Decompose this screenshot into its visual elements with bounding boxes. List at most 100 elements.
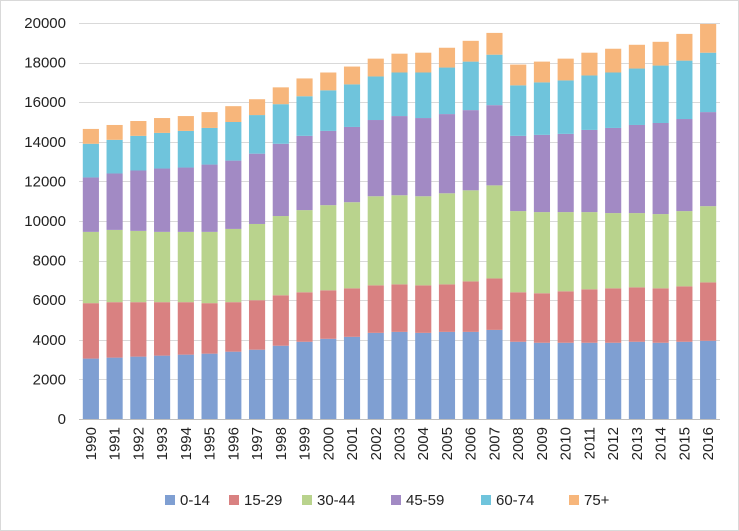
bar-segment-15-29-2009 (533, 293, 551, 343)
bar-segment-30-44-2015 (676, 211, 693, 287)
y-tick-label: 14000 (24, 134, 66, 151)
bar-segment-30-44-2012 (605, 213, 622, 289)
bar-segment-75+-2002 (367, 58, 384, 77)
bar-segment-75+-1990 (82, 128, 99, 144)
bar-segment-45-59-2004 (415, 118, 432, 197)
x-tick-label: 1990 (83, 427, 100, 460)
bar-segment-15-29-2002 (367, 285, 384, 333)
x-tick-label: 1992 (130, 427, 147, 460)
bar-segment-0-14-2013 (628, 341, 645, 419)
legend-item-45-59: 45-59 (391, 492, 444, 509)
y-tick-label: 16000 (24, 94, 66, 111)
bar-segment-60-74-2013 (628, 68, 645, 125)
bar-segment-45-59-1991 (106, 173, 123, 230)
bar-segment-45-59-2016 (700, 112, 717, 207)
bar-stack-2009 (533, 61, 551, 419)
bar-segment-15-29-1995 (201, 303, 218, 354)
bar-segment-75+-2010 (557, 58, 574, 81)
bar-segment-45-59-2012 (605, 127, 622, 214)
y-tick-label: 10000 (24, 213, 66, 230)
bar-segment-0-14-2009 (533, 342, 551, 419)
bar-segment-60-74-2005 (438, 67, 456, 115)
bar-segment-45-59-1999 (296, 135, 313, 211)
bar-segment-45-59-1996 (225, 160, 242, 229)
y-tick-label: 18000 (24, 55, 66, 72)
bar-stack-2000 (320, 72, 337, 419)
bar-segment-60-74-2000 (320, 90, 337, 131)
legend-swatch (391, 495, 401, 505)
bar-segment-60-74-2003 (391, 72, 408, 117)
bar-segment-15-29-2013 (628, 287, 645, 342)
bar-segment-0-14-2003 (391, 331, 408, 419)
y-tick-label: 8000 (33, 253, 66, 270)
legend-label: 45-59 (406, 492, 444, 509)
bar-segment-15-29-2016 (700, 282, 717, 341)
bar-segment-45-59-2003 (391, 116, 408, 196)
x-tick-label: 1991 (107, 427, 124, 460)
bar-segment-0-14-1996 (225, 351, 242, 419)
bar-segment-15-29-2014 (652, 288, 669, 343)
x-tick-label: 2009 (534, 427, 551, 460)
bar-segment-0-14-1997 (248, 349, 266, 419)
bar-stack-1990 (82, 128, 99, 419)
bar-segment-60-74-2016 (700, 52, 717, 113)
bar-segment-0-14-2016 (700, 340, 717, 419)
x-tick-label: 2001 (344, 427, 361, 460)
bar-stack-1991 (106, 124, 123, 419)
y-tick-label: 6000 (33, 292, 66, 309)
x-tick-label: 2003 (392, 427, 409, 460)
bar-segment-0-14-2007 (486, 329, 503, 419)
legend-item-15-29: 15-29 (229, 492, 282, 509)
bar-segment-15-29-2001 (343, 288, 361, 337)
bar-segment-0-14-2001 (343, 336, 361, 419)
bar-segment-60-74-1993 (154, 132, 171, 169)
bar-segment-0-14-2011 (581, 342, 598, 419)
legend-swatch (229, 495, 239, 505)
bar-stack-2001 (343, 66, 361, 419)
x-tick-label: 2016 (700, 427, 717, 460)
bar-segment-60-74-1992 (130, 135, 147, 171)
x-tick-label: 2005 (439, 427, 456, 460)
bar-segment-30-44-1994 (177, 231, 194, 303)
bar-segment-30-44-2006 (462, 190, 479, 282)
bar-segment-60-74-2015 (676, 60, 693, 120)
bar-stack-2010 (557, 58, 574, 419)
bar-segment-15-29-1990 (82, 303, 99, 359)
bar-segment-45-59-1998 (272, 143, 289, 217)
bar-stack-1998 (272, 87, 289, 419)
bar-segment-45-59-2011 (581, 129, 598, 213)
bar-segment-30-44-1990 (82, 231, 99, 304)
bar-segment-0-14-1990 (82, 358, 99, 419)
bar-segment-75+-1995 (201, 112, 218, 128)
bar-segment-0-14-2006 (462, 331, 479, 419)
bar-segment-60-74-1999 (296, 96, 313, 136)
bar-segment-45-59-2013 (628, 124, 645, 214)
bars (82, 23, 717, 419)
x-tick-label: 2013 (629, 427, 646, 460)
bar-segment-75+-2016 (700, 23, 717, 53)
bar-stack-2013 (628, 44, 645, 419)
legend-label: 75+ (584, 492, 610, 509)
bar-segment-75+-2015 (676, 33, 693, 61)
bar-segment-15-29-1991 (106, 302, 123, 358)
bar-segment-75+-2013 (628, 44, 645, 69)
x-tick-label: 1993 (154, 427, 171, 460)
bar-stack-1995 (201, 112, 218, 419)
bar-segment-60-74-2012 (605, 72, 622, 128)
legend-item-0-14: 0-14 (165, 492, 210, 509)
bar-segment-15-29-2010 (557, 291, 574, 343)
x-tick-label: 2015 (676, 427, 693, 460)
bar-segment-45-59-1990 (82, 177, 99, 232)
bar-segment-75+-2000 (320, 72, 337, 91)
bar-stack-2016 (700, 23, 717, 419)
x-tick-label: 2010 (558, 427, 575, 460)
bar-segment-75+-2004 (415, 52, 432, 73)
bar-segment-0-14-1991 (106, 357, 123, 419)
bar-segment-45-59-1997 (248, 153, 266, 224)
bar-segment-45-59-2000 (320, 130, 337, 206)
bar-segment-30-44-2009 (533, 212, 551, 294)
bar-segment-0-14-1995 (201, 353, 218, 419)
bar-segment-15-29-1998 (272, 295, 289, 346)
bar-segment-0-14-2008 (510, 341, 527, 419)
bar-segment-60-74-2009 (533, 82, 551, 135)
